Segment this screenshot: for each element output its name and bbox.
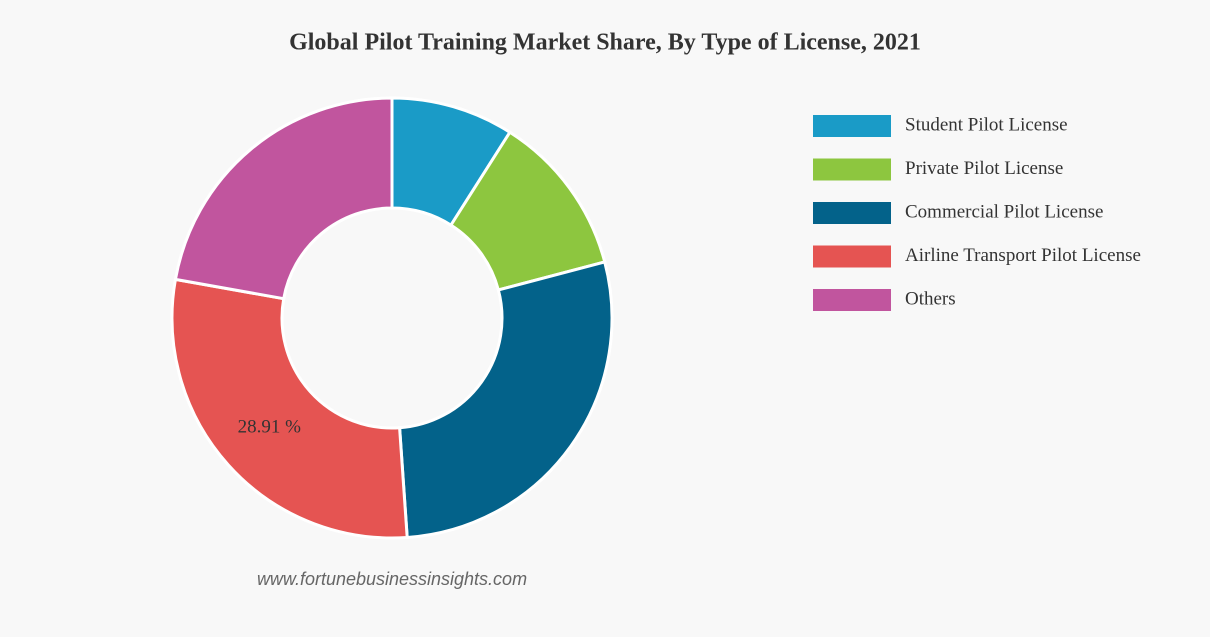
- donut-slice: [170, 277, 409, 540]
- legend-label: Student Pilot License: [905, 114, 1068, 135]
- chart-title: Global Pilot Training Market Share, By T…: [289, 30, 921, 56]
- donut-slice: [397, 260, 614, 540]
- legend-swatch: [813, 158, 891, 181]
- legend-swatch: [813, 115, 891, 137]
- donut-slice: [173, 96, 394, 301]
- legend-swatch: [813, 289, 891, 311]
- source: www.fortunebusinessinsights.com: [257, 569, 527, 589]
- legend-swatch: [813, 245, 891, 268]
- legend-swatch: [813, 202, 891, 224]
- legend-label: Airline Transport Pilot License: [905, 245, 1141, 266]
- legend-label: Private Pilot License: [905, 158, 1063, 179]
- legend-label: Others: [905, 288, 956, 309]
- legend-label: Commercial Pilot License: [905, 201, 1103, 222]
- data-label: 28.91 %: [238, 417, 302, 438]
